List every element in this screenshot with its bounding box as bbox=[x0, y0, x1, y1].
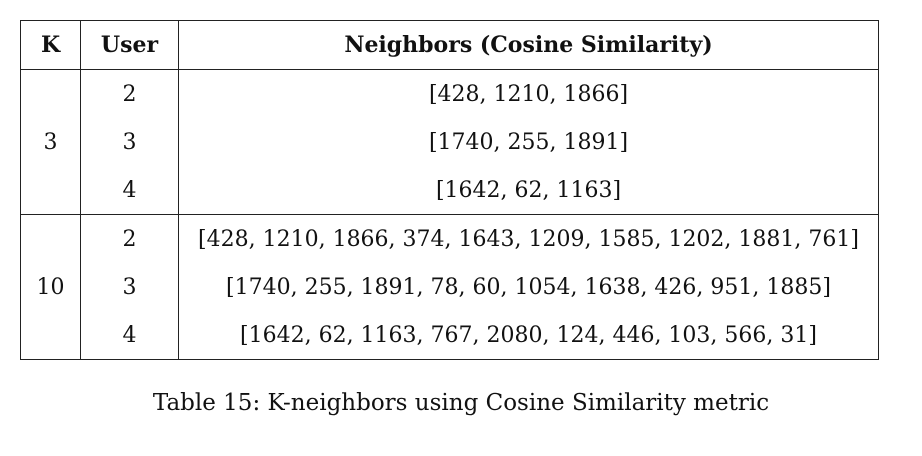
table-row: 10 2 [428, 1210, 1866, 374, 1643, 1209, … bbox=[20, 214, 879, 360]
user-cell: 2 bbox=[80, 214, 179, 263]
group-k10: 10 2 [428, 1210, 1866, 374, 1643, 1209, … bbox=[20, 214, 879, 360]
user-cell: 4 bbox=[80, 311, 179, 360]
header-k: K bbox=[20, 20, 81, 70]
user-cell: 2 bbox=[80, 69, 179, 118]
header-neighbors: Neighbors (Cosine Similarity) bbox=[178, 20, 879, 70]
header-user: User bbox=[80, 20, 179, 70]
neighbors-cell: [1740, 255, 1891, 78, 60, 1054, 1638, 42… bbox=[178, 263, 879, 311]
user-cell: 3 bbox=[80, 118, 179, 166]
neighbors-cell: [1740, 255, 1891] bbox=[178, 118, 879, 166]
neighbors-table: K User Neighbors (Cosine Similarity) 3 2… bbox=[20, 20, 879, 360]
neighbors-cell: [1642, 62, 1163, 767, 2080, 124, 446, 10… bbox=[178, 311, 879, 360]
k-value-cell: 10 bbox=[20, 214, 81, 360]
k-value-cell: 3 bbox=[20, 69, 81, 215]
table-row: 4 [1642, 62, 1163, 767, 2080, 124, 446, … bbox=[21, 311, 879, 360]
group-k3: 3 2 [428, 1210, 1866] 3 [1740, 255, 1891… bbox=[20, 69, 879, 215]
table-header: K User Neighbors (Cosine Similarity) bbox=[20, 20, 879, 70]
table-row: 4 [1642, 62, 1163] bbox=[21, 166, 879, 215]
neighbors-cell: [1642, 62, 1163] bbox=[178, 166, 879, 215]
table-row: 3 2 [428, 1210, 1866] bbox=[20, 69, 879, 215]
user-cell: 4 bbox=[80, 166, 179, 215]
user-cell: 3 bbox=[80, 263, 179, 311]
table-row: 3 [1740, 255, 1891] bbox=[21, 118, 879, 166]
neighbors-cell: [428, 1210, 1866] bbox=[178, 69, 879, 118]
header-row: K User Neighbors (Cosine Similarity) bbox=[20, 20, 879, 70]
table-caption: Table 15: K-neighbors using Cosine Simil… bbox=[152, 390, 770, 416]
table-row: 3 [1740, 255, 1891, 78, 60, 1054, 1638, … bbox=[21, 263, 879, 311]
neighbors-cell: [428, 1210, 1866, 374, 1643, 1209, 1585,… bbox=[178, 214, 879, 263]
